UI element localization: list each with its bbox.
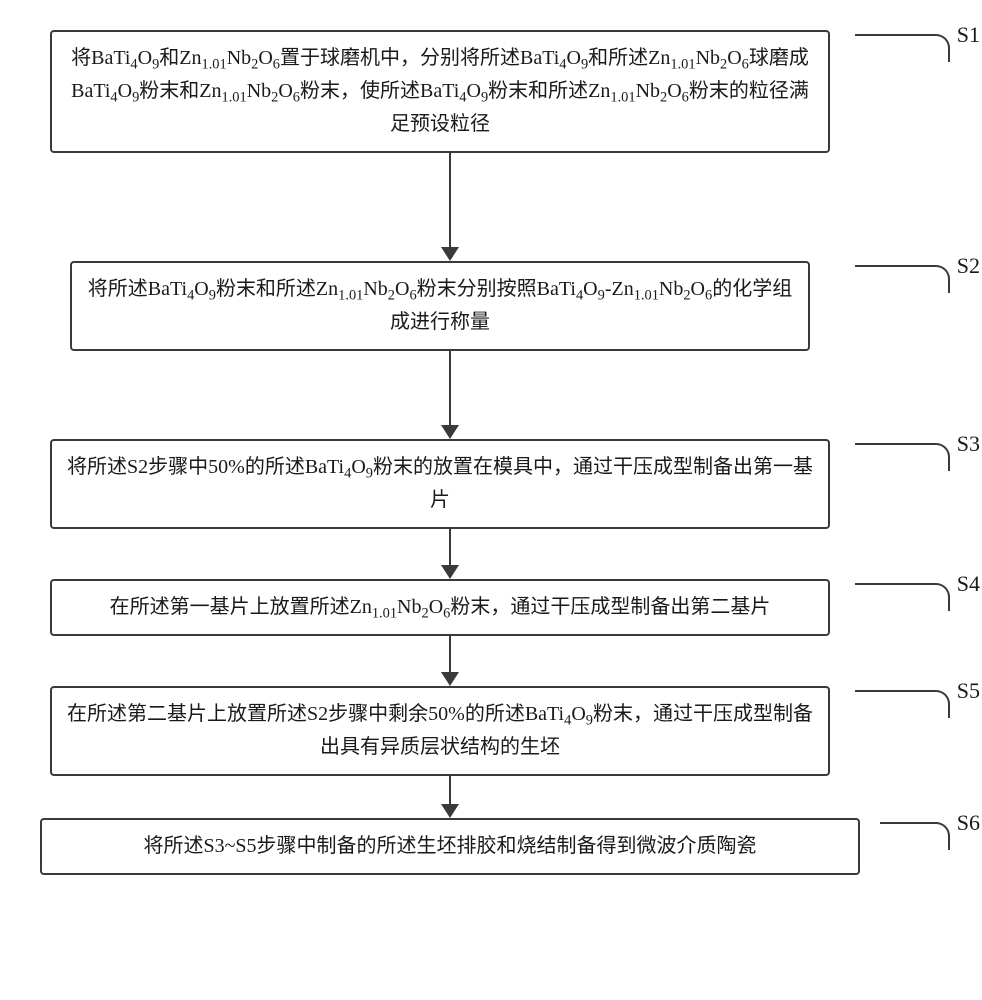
arrow-a2 [40,351,860,439]
step-box-s2: 将所述BaTi4O9粉末和所述Zn1.01Nb2O6粉末分别按照BaTi4O9-… [70,261,810,351]
step-s2: 将所述BaTi4O9粉末和所述Zn1.01Nb2O6粉末分别按照BaTi4O9-… [20,261,940,351]
step-label-s3: S3 [957,431,980,457]
step-label-s1: S1 [957,22,980,48]
arrow-a4 [40,636,860,686]
step-label-s6: S6 [957,810,980,836]
lead-line-s5 [855,690,950,718]
step-s4: 在所述第一基片上放置所述Zn1.01Nb2O6粉末，通过干压成型制备出第二基片S… [20,579,940,636]
step-s5: 在所述第二基片上放置所述S2步骤中剩余50%的所述BaTi4O9粉末，通过干压成… [20,686,940,776]
lead-line-s3 [855,443,950,471]
step-box-s3: 将所述S2步骤中50%的所述BaTi4O9粉末的放置在模具中，通过干压成型制备出… [50,439,830,529]
step-label-s5: S5 [957,678,980,704]
lead-line-s2 [855,265,950,293]
step-s3: 将所述S2步骤中50%的所述BaTi4O9粉末的放置在模具中，通过干压成型制备出… [20,439,940,529]
step-box-s4: 在所述第一基片上放置所述Zn1.01Nb2O6粉末，通过干压成型制备出第二基片 [50,579,830,636]
step-label-s4: S4 [957,571,980,597]
step-box-s6: 将所述S3~S5步骤中制备的所述生坯排胶和烧结制备得到微波介质陶瓷 [40,818,860,875]
arrow-a1 [40,153,860,261]
step-box-s5: 在所述第二基片上放置所述S2步骤中剩余50%的所述BaTi4O9粉末，通过干压成… [50,686,830,776]
step-s6: 将所述S3~S5步骤中制备的所述生坯排胶和烧结制备得到微波介质陶瓷S6 [20,818,940,875]
step-label-s2: S2 [957,253,980,279]
lead-line-s6 [880,822,950,850]
step-s1: 将BaTi4O9和Zn1.01Nb2O6置于球磨机中，分别将所述BaTi4O9和… [20,30,940,153]
arrow-a5 [40,776,860,818]
lead-line-s1 [855,34,950,62]
step-box-s1: 将BaTi4O9和Zn1.01Nb2O6置于球磨机中，分别将所述BaTi4O9和… [50,30,830,153]
arrow-a3 [40,529,860,579]
lead-line-s4 [855,583,950,611]
